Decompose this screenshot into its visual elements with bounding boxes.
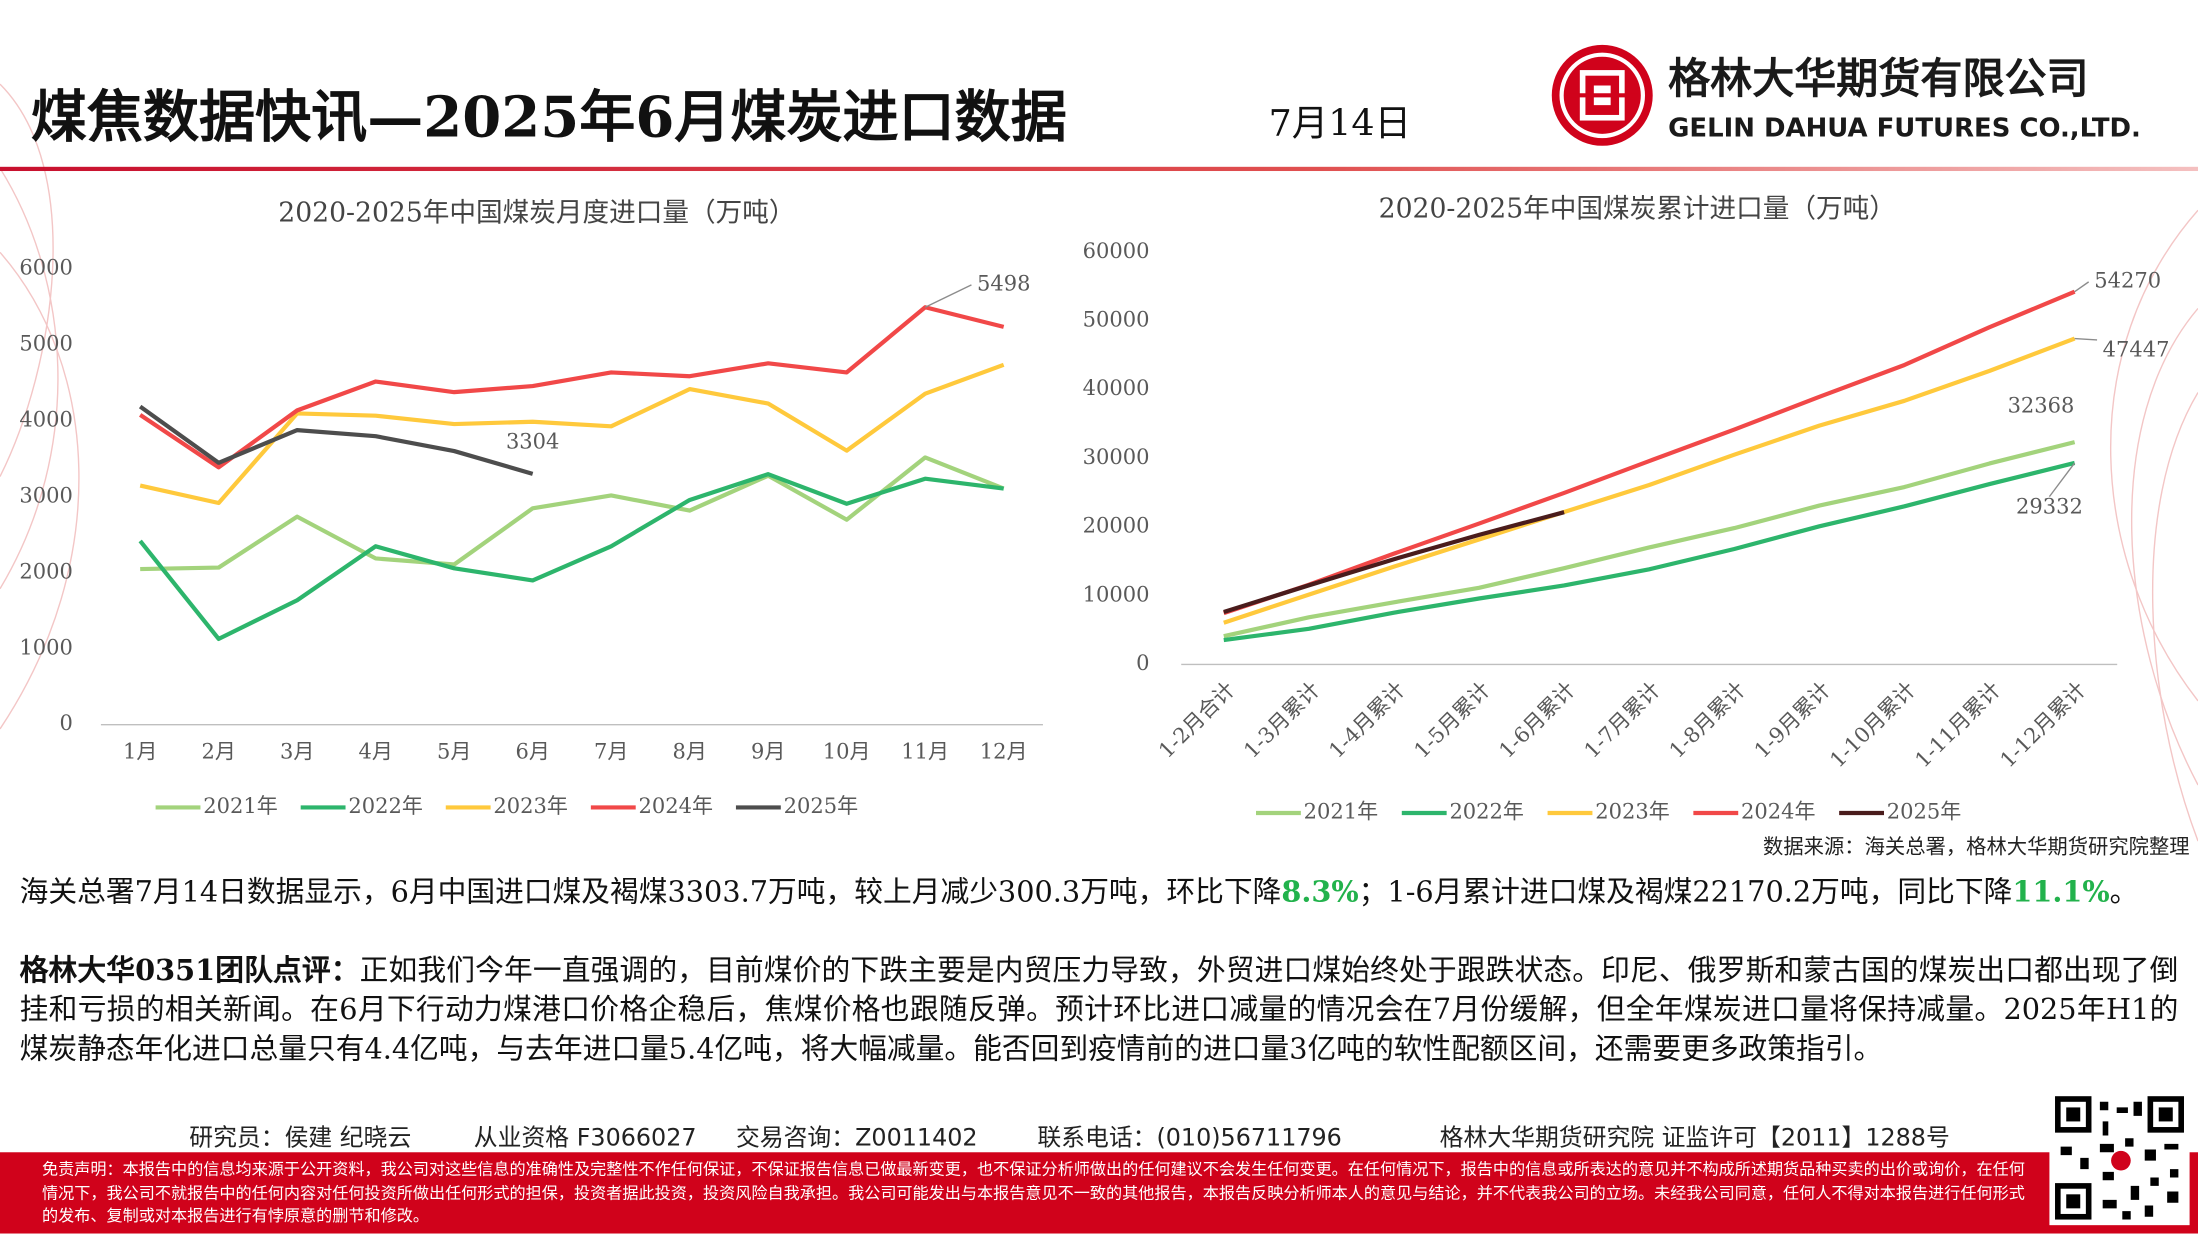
series-line (139, 362, 1005, 506)
x-tick-label: 1-3月累计 (1238, 677, 1324, 763)
text-run: 海关总署7月14日数据显示，6月中国进口煤及褐煤3303.7万吨，较上月减少30… (19, 874, 1282, 909)
label-leader (2048, 462, 2076, 498)
series-line (138, 404, 534, 476)
x-tick-label: 1-2月合计 (1153, 677, 1239, 763)
x-tick-label: 6月 (515, 738, 549, 763)
series-line (140, 455, 1005, 572)
legend-label: 2023年 (493, 793, 567, 818)
chart-title: 2020-2025年中国煤炭累计进口量（万吨） (1379, 193, 1896, 224)
footer-phone: 联系电话：(010)56711796 (1037, 1124, 1342, 1153)
disclaimer: 免责声明：本报告中的信息均来源于公开资料，我公司对这些信息的准确性及完整性不作任… (42, 1159, 2025, 1226)
x-tick-label: 10月 (823, 738, 871, 763)
label-leader (2074, 337, 2098, 341)
series-line (138, 472, 1004, 642)
y-tick-label: 60000 (1083, 238, 1150, 263)
x-tick-label: 8月 (672, 738, 706, 763)
series-line (1223, 440, 2076, 639)
x-tick-label: 1-4月累计 (1324, 677, 1410, 763)
x-tick-label: 1-8月累计 (1664, 677, 1750, 763)
legend-label: 2021年 (203, 793, 278, 818)
logo (1551, 44, 1653, 146)
x-tick-label: 2月 (201, 738, 235, 763)
data-label: 5498 (977, 270, 1030, 295)
x-tick-label: 12月 (980, 738, 1028, 763)
footer-qualification: 从业资格 F3066027 (473, 1124, 697, 1153)
y-tick-label: 2000 (19, 558, 72, 583)
x-tick-label: 5月 (437, 738, 471, 763)
x-tick-label: 4月 (358, 738, 392, 763)
company-name-en: GELIN DAHUA FUTURES CO.,LTD. (1668, 113, 2141, 143)
legend-label: 2025年 (784, 793, 859, 818)
legend-label: 2024年 (639, 793, 714, 818)
comment-text: 正如我们今年一直强调的，目前煤价的下跌主要是内贸压力导致，外贸进口煤始终处于跟跌… (19, 953, 2179, 1066)
data-label: 3304 (506, 429, 559, 454)
x-tick-label: 9月 (751, 738, 785, 763)
highlight: 8.3% (1281, 874, 1359, 909)
x-tick-label: 1-5月累计 (1409, 677, 1495, 763)
source-note: 数据来源：海关总署，格林大华期货研究院整理 (1763, 835, 2190, 859)
highlight: 11.1% (2012, 874, 2110, 909)
chart-title: 2020-2025年中国煤炭月度进口量（万吨） (278, 197, 795, 228)
series-line (1223, 460, 2076, 643)
background-swoosh (0, 83, 2198, 842)
x-tick-label: 1-9月累计 (1749, 677, 1835, 763)
text-run: ；1-6月累计进口煤及褐煤22170.2万吨，同比下降 (1358, 874, 2013, 909)
paragraph-comment: 格林大华0351团队点评：正如我们今年一直强调的，目前煤价的下跌主要是内贸压力导… (20, 950, 2179, 1068)
y-tick-label: 4000 (19, 407, 72, 432)
data-label: 47447 (2103, 337, 2170, 362)
disclaimer-band (0, 1152, 2198, 1234)
y-tick-label: 10000 (1083, 581, 1150, 606)
x-tick-label: 1-12月累计 (1995, 677, 2091, 773)
legend-label: 2025年 (1887, 799, 1962, 824)
y-tick-label: 1000 (19, 634, 72, 659)
legend-label: 2022年 (1449, 799, 1524, 824)
page-title: 煤焦数据快讯—2025年6月煤炭进口数据 (31, 85, 1067, 151)
series-line (1223, 336, 2076, 625)
data-label: 32368 (2008, 393, 2075, 418)
chart: 2020-2025年中国煤炭累计进口量（万吨） 0 10000 20000 30000 4… (1083, 193, 2170, 823)
x-tick-label: 1-7月累计 (1579, 677, 1665, 763)
footer-analyst: 研究员：侯建 纪晓云 (189, 1124, 412, 1153)
x-tick-label: 1-6月累计 (1494, 677, 1580, 763)
y-tick-label: 30000 (1083, 444, 1150, 469)
chart: 2020-2025年中国煤炭月度进口量（万吨） 0 1000 2000 3000 4000… (19, 197, 1043, 818)
y-tick-label: 0 (1136, 650, 1149, 675)
x-tick-label: 3月 (280, 738, 314, 763)
y-tick-label: 3000 (19, 482, 72, 507)
text-run: 。 (2109, 874, 2139, 909)
x-tick-label: 7月 (594, 738, 628, 763)
y-tick-label: 20000 (1083, 513, 1150, 538)
x-tick-label: 1-10月累计 (1825, 677, 1921, 773)
data-label: 54270 (2094, 267, 2161, 292)
y-tick-label: 50000 (1083, 307, 1150, 332)
date: 7月14日 (1269, 102, 1411, 145)
x-tick-label: 1-11月累计 (1910, 677, 2006, 773)
y-tick-label: 5000 (19, 331, 72, 356)
comment-lead: 格林大华0351团队点评： (19, 953, 360, 987)
legend-label: 2024年 (1741, 799, 1816, 824)
data-label: 29332 (2016, 493, 2083, 518)
series-line (1223, 289, 2076, 616)
qr-code (2049, 1090, 2190, 1226)
header-rule (0, 166, 2198, 172)
label-leader (924, 284, 972, 308)
legend-label: 2023年 (1595, 799, 1670, 824)
company-name: 格林大华期货有限公司 (1668, 54, 2088, 103)
footer-consult: 交易咨询：Z0011402 (735, 1124, 978, 1153)
y-tick-label: 6000 (19, 255, 72, 280)
footer-license: 格林大华期货研究院 证监许可【2011】1288号 (1439, 1124, 1950, 1153)
series-line (1223, 510, 1565, 614)
series-line (139, 305, 1005, 470)
paragraph-summary: 海关总署7月14日数据显示，6月中国进口煤及褐煤3303.7万吨，较上月减少30… (20, 872, 2179, 911)
y-tick-label: 40000 (1083, 375, 1150, 400)
legend-label: 2021年 (1304, 799, 1378, 824)
legend-label: 2022年 (348, 793, 423, 818)
y-tick-label: 0 (60, 710, 73, 735)
x-tick-label: 11月 (901, 738, 949, 763)
label-leader (2074, 281, 2090, 293)
x-tick-label: 1月 (123, 738, 157, 763)
